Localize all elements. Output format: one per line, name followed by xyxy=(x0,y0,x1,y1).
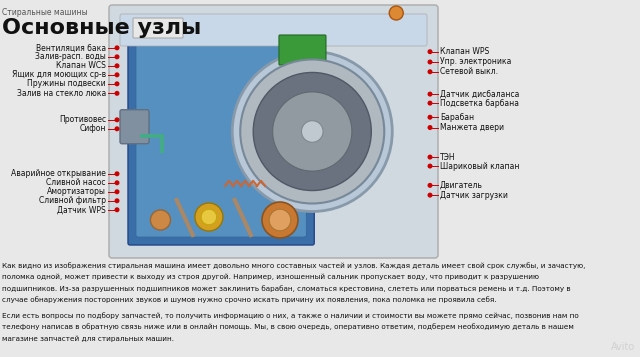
Text: Залив на стекло люка: Залив на стекло люка xyxy=(17,89,106,98)
Circle shape xyxy=(240,60,384,203)
Circle shape xyxy=(428,164,433,169)
Text: Сетевой выкл.: Сетевой выкл. xyxy=(440,67,498,76)
Text: Противовес: Противовес xyxy=(59,115,106,124)
Text: Амортизаторы: Амортизаторы xyxy=(47,187,106,196)
Text: магазине запчастей для стиральных машин.: магазине запчастей для стиральных машин. xyxy=(2,335,174,342)
FancyBboxPatch shape xyxy=(128,36,314,245)
Circle shape xyxy=(253,72,371,191)
Circle shape xyxy=(115,180,120,185)
Circle shape xyxy=(428,92,433,97)
Text: Упр. электроника: Упр. электроника xyxy=(440,57,511,66)
Text: ТЭН: ТЭН xyxy=(440,152,456,162)
Circle shape xyxy=(115,45,120,50)
Text: Манжета двери: Манжета двери xyxy=(440,123,504,132)
Text: Аварийное открывание: Аварийное открывание xyxy=(11,169,106,178)
Circle shape xyxy=(115,63,120,68)
Circle shape xyxy=(115,72,120,77)
Circle shape xyxy=(115,91,120,96)
Text: Сифон: Сифон xyxy=(79,124,106,133)
Circle shape xyxy=(115,126,120,131)
Circle shape xyxy=(232,51,392,211)
FancyBboxPatch shape xyxy=(279,35,326,65)
FancyBboxPatch shape xyxy=(109,5,438,258)
Text: Барабан: Барабан xyxy=(440,113,474,122)
Text: Подсветка барбана: Подсветка барбана xyxy=(440,99,519,107)
Circle shape xyxy=(201,209,216,225)
Text: Датчик WPS: Датчик WPS xyxy=(57,205,106,214)
Circle shape xyxy=(389,6,403,20)
Text: Avito: Avito xyxy=(611,342,635,352)
Text: Датчик дисбаланса: Датчик дисбаланса xyxy=(440,90,520,99)
Text: Основные узлы: Основные узлы xyxy=(2,18,201,38)
Circle shape xyxy=(428,115,433,120)
Text: телефону написав в обратную связь ниже или в онлайн помощь. Мы, в свою очередь, : телефону написав в обратную связь ниже и… xyxy=(2,323,574,330)
Circle shape xyxy=(150,210,170,230)
Circle shape xyxy=(269,209,291,231)
Text: Сливной фильтр: Сливной фильтр xyxy=(39,196,106,205)
Text: Если есть вопросы по подбору запчастей, то получить информацию о них, а также о : Если есть вопросы по подбору запчастей, … xyxy=(2,312,579,319)
Circle shape xyxy=(428,101,433,106)
Text: Шариковый клапан: Шариковый клапан xyxy=(440,162,520,171)
FancyBboxPatch shape xyxy=(136,44,307,237)
Text: случае обнаружения посторонних звуков и шумов нужно срочно искать причину их поя: случае обнаружения посторонних звуков и … xyxy=(2,297,497,303)
Text: поломка одной, может привести к выходу из строя другой. Например, изношенный сал: поломка одной, может привести к выходу и… xyxy=(2,273,539,280)
Circle shape xyxy=(195,203,223,231)
FancyBboxPatch shape xyxy=(120,14,427,46)
Text: Датчик загрузки: Датчик загрузки xyxy=(440,191,508,200)
Text: Как видно из изображения стиральная машина имеет довольно много составных частей: Как видно из изображения стиральная маши… xyxy=(2,262,586,269)
Circle shape xyxy=(262,202,298,238)
Circle shape xyxy=(428,193,433,198)
Circle shape xyxy=(301,121,323,142)
Text: Вентиляция бака: Вентиляция бака xyxy=(36,43,106,52)
FancyBboxPatch shape xyxy=(120,110,149,144)
Text: Залив-расп. воды: Залив-расп. воды xyxy=(35,52,106,61)
Circle shape xyxy=(115,198,120,203)
Circle shape xyxy=(115,189,120,194)
Text: Клапан WPS: Клапан WPS xyxy=(440,47,489,56)
Circle shape xyxy=(115,117,120,122)
Circle shape xyxy=(115,81,120,86)
Circle shape xyxy=(428,69,433,74)
Text: Сливной насос: Сливной насос xyxy=(47,178,106,187)
Text: Стиральные машины: Стиральные машины xyxy=(2,8,88,17)
Circle shape xyxy=(115,54,120,59)
Text: Клапан WCS: Клапан WCS xyxy=(56,61,106,70)
Text: Ящик для моющих ср-в: Ящик для моющих ср-в xyxy=(12,70,106,79)
Circle shape xyxy=(428,155,433,160)
Circle shape xyxy=(428,183,433,188)
Text: Пружины подвески: Пружины подвески xyxy=(28,79,106,88)
Circle shape xyxy=(115,171,120,176)
Circle shape xyxy=(273,92,352,171)
Circle shape xyxy=(428,60,433,65)
Text: подшипников. Из-за разрушенных подшипников может заклинить барабан, сломаться кр: подшипников. Из-за разрушенных подшипник… xyxy=(2,285,571,292)
Circle shape xyxy=(115,207,120,212)
Circle shape xyxy=(428,125,433,130)
Text: Двигатель: Двигатель xyxy=(440,181,483,190)
FancyBboxPatch shape xyxy=(133,18,183,38)
Circle shape xyxy=(428,49,433,54)
